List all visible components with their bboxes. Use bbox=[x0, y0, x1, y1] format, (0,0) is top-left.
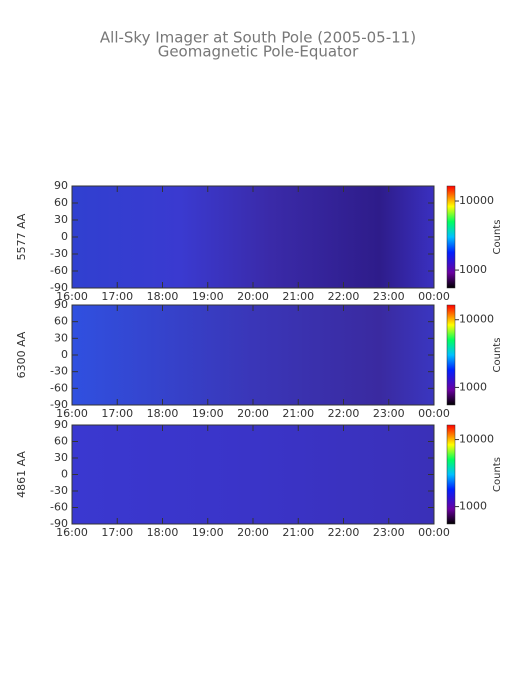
chart-title: All-Sky Imager at South Pole (2005-05-11… bbox=[100, 29, 416, 47]
x-tick-label: 20:00 bbox=[237, 290, 269, 303]
y-tick-label: -30 bbox=[50, 484, 68, 497]
keogram-image bbox=[72, 305, 434, 405]
colorbar-tick-label: 10000 bbox=[459, 313, 494, 326]
x-tick-label: 17:00 bbox=[101, 290, 133, 303]
x-tick-label: 22:00 bbox=[328, 526, 360, 539]
y-tick-label: -30 bbox=[50, 247, 68, 260]
colorbar bbox=[446, 424, 456, 525]
x-tick-label: 19:00 bbox=[192, 407, 224, 420]
colorbar bbox=[446, 185, 456, 289]
y-tick-label: -60 bbox=[50, 264, 68, 277]
keogram-image bbox=[72, 425, 434, 524]
x-tick-label: 21:00 bbox=[282, 407, 314, 420]
x-tick-label: 16:00 bbox=[56, 407, 88, 420]
x-tick-label: 21:00 bbox=[282, 290, 314, 303]
x-tick-label: 00:00 bbox=[418, 407, 450, 420]
y-tick-label: -60 bbox=[50, 381, 68, 394]
x-tick-label: 23:00 bbox=[373, 290, 405, 303]
y-tick-label: 90 bbox=[54, 298, 68, 311]
x-tick-label: 16:00 bbox=[56, 526, 88, 539]
x-tick-label: 16:00 bbox=[56, 290, 88, 303]
x-tick-label: 17:00 bbox=[101, 526, 133, 539]
x-tick-label: 17:00 bbox=[101, 407, 133, 420]
colorbar-tick-label: 1000 bbox=[459, 263, 487, 276]
y-tick-label: 30 bbox=[54, 213, 68, 226]
x-tick-label: 00:00 bbox=[418, 526, 450, 539]
y-tick-label: 30 bbox=[54, 331, 68, 344]
x-tick-label: 18:00 bbox=[147, 526, 179, 539]
y-tick-label: -90 bbox=[50, 517, 68, 530]
y-tick-label: 0 bbox=[61, 348, 68, 361]
x-tick-label: 22:00 bbox=[328, 407, 360, 420]
x-tick-label: 23:00 bbox=[373, 526, 405, 539]
colorbar-tick-label: 10000 bbox=[459, 433, 494, 446]
x-tick-label: 20:00 bbox=[237, 526, 269, 539]
y-tick-label: -30 bbox=[50, 365, 68, 378]
y-tick-label: 0 bbox=[61, 230, 68, 243]
x-tick-label: 22:00 bbox=[328, 290, 360, 303]
y-tick-label: 0 bbox=[61, 468, 68, 481]
x-tick-label: 00:00 bbox=[418, 290, 450, 303]
colorbar-tick-label: 1000 bbox=[459, 500, 487, 513]
x-tick-label: 21:00 bbox=[282, 526, 314, 539]
x-tick-label: 18:00 bbox=[147, 407, 179, 420]
x-tick-label: 19:00 bbox=[192, 526, 224, 539]
x-tick-label: 20:00 bbox=[237, 407, 269, 420]
chart-subtitle: Geomagnetic Pole-Equator bbox=[158, 43, 359, 61]
y-tick-label: -90 bbox=[50, 281, 68, 294]
y-tick-label: -60 bbox=[50, 501, 68, 514]
y-axis-label: 5577 AA bbox=[15, 213, 28, 260]
colorbar-label: Counts bbox=[492, 220, 503, 255]
colorbar-label: Counts bbox=[492, 338, 503, 373]
y-tick-label: 90 bbox=[54, 179, 68, 192]
y-axis-label: 6300 AA bbox=[15, 331, 28, 378]
x-tick-label: 23:00 bbox=[373, 407, 405, 420]
y-axis-label: 4861 AA bbox=[15, 451, 28, 498]
x-tick-label: 18:00 bbox=[147, 290, 179, 303]
y-tick-label: -90 bbox=[50, 398, 68, 411]
y-tick-label: 60 bbox=[54, 196, 68, 209]
y-tick-label: 60 bbox=[54, 435, 68, 448]
x-tick-label: 19:00 bbox=[192, 290, 224, 303]
y-tick-label: 30 bbox=[54, 451, 68, 464]
colorbar-tick-label: 1000 bbox=[459, 380, 487, 393]
colorbar-label: Counts bbox=[492, 457, 503, 492]
colorbar bbox=[446, 304, 456, 406]
y-tick-label: 90 bbox=[54, 418, 68, 431]
y-tick-label: 60 bbox=[54, 315, 68, 328]
keogram-image bbox=[72, 186, 434, 288]
colorbar-tick-label: 10000 bbox=[459, 194, 494, 207]
